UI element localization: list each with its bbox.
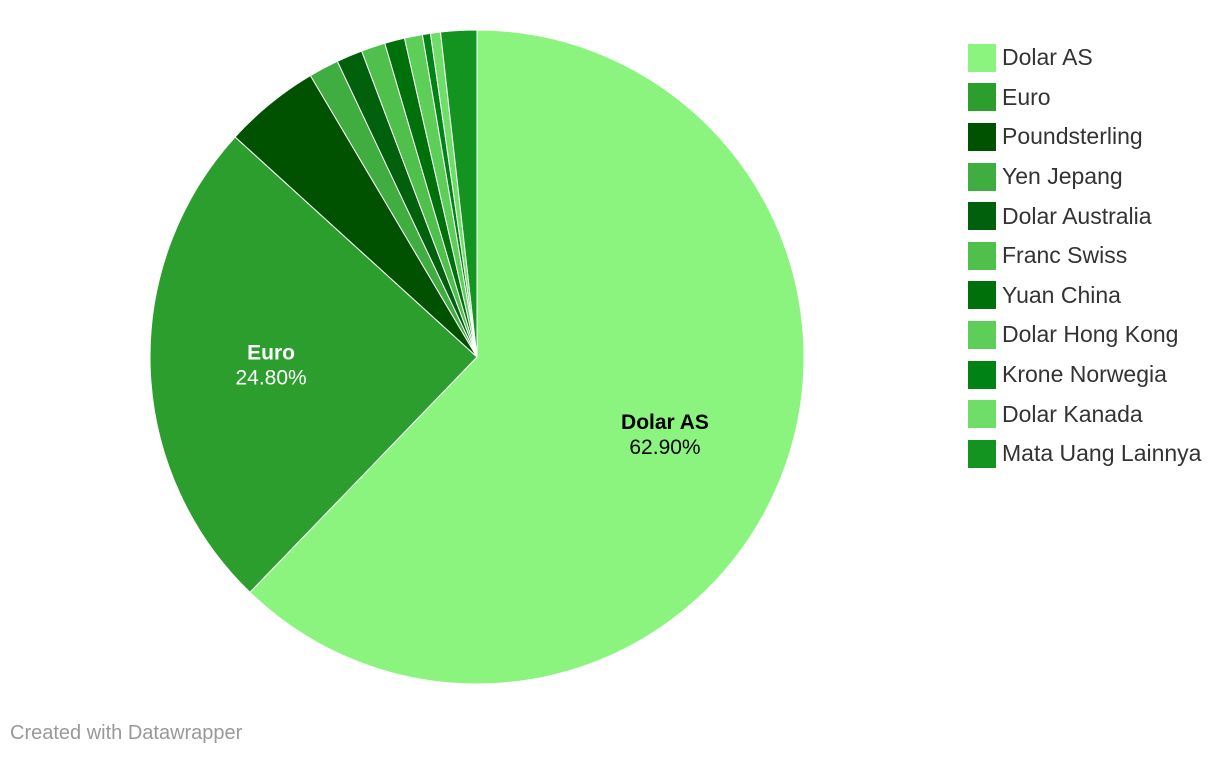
legend-swatch: [968, 202, 996, 231]
legend-swatch: [968, 241, 996, 270]
legend-item-mata-uang-lainnya: Mata Uang Lainnya: [968, 434, 1218, 474]
legend-label: Poundsterling: [1002, 123, 1143, 150]
legend-item-yuan-china: Yuan China: [968, 276, 1218, 316]
legend-label: Mata Uang Lainnya: [1002, 440, 1202, 467]
legend-label: Dolar Australia: [1002, 202, 1152, 229]
legend-label: Euro: [1002, 83, 1051, 110]
pie-slices: [149, 29, 805, 685]
legend-item-euro: Euro: [968, 78, 1218, 118]
slice-value-euro: 24.80%: [235, 367, 306, 390]
chart-legend: Dolar AS Euro Poundsterling Yen Jepang Dolar…: [968, 38, 1218, 474]
pie-slice-dolar-as: [249, 29, 805, 685]
credit-text: Created with Datawrapper: [10, 722, 243, 744]
legend-label: Yen Jepang: [1002, 163, 1123, 190]
legend-item-franc-swiss: Franc Swiss: [968, 236, 1218, 276]
legend-swatch: [968, 320, 996, 349]
legend-swatch: [968, 360, 996, 389]
slice-label-dolar-as: Dolar AS: [621, 411, 709, 434]
legend-item-dolar-australia: Dolar Australia: [968, 196, 1218, 236]
legend-label: Dolar Kanada: [1002, 400, 1143, 427]
legend-swatch: [968, 122, 996, 151]
legend-swatch: [968, 162, 996, 191]
legend-swatch: [968, 43, 996, 72]
legend-item-yen-jepang: Yen Jepang: [968, 157, 1218, 197]
legend-label: Dolar Hong Kong: [1002, 321, 1179, 348]
legend-label: Krone Norwegia: [1002, 361, 1167, 388]
legend-item-dolar-hong-kong: Dolar Hong Kong: [968, 315, 1218, 355]
legend-item-dolar-kanada: Dolar Kanada: [968, 394, 1218, 434]
legend-item-dolar-as: Dolar AS: [968, 38, 1218, 78]
legend-swatch: [968, 83, 996, 112]
slice-value-dolar-as: 62.90%: [629, 436, 700, 459]
legend-label: Franc Swiss: [1002, 242, 1128, 269]
pie-slice-mata-uang-lainnya: [439, 29, 478, 358]
legend-label: Dolar AS: [1002, 44, 1093, 71]
legend-item-poundsterling: Poundsterling: [968, 117, 1218, 157]
legend-item-krone-norwegia: Krone Norwegia: [968, 355, 1218, 395]
slice-label-euro: Euro: [247, 342, 295, 365]
pie-slice-euro: [149, 136, 478, 594]
legend-swatch: [968, 439, 996, 468]
legend-swatch: [968, 400, 996, 429]
legend-swatch: [968, 281, 996, 310]
legend-label: Yuan China: [1002, 281, 1121, 308]
